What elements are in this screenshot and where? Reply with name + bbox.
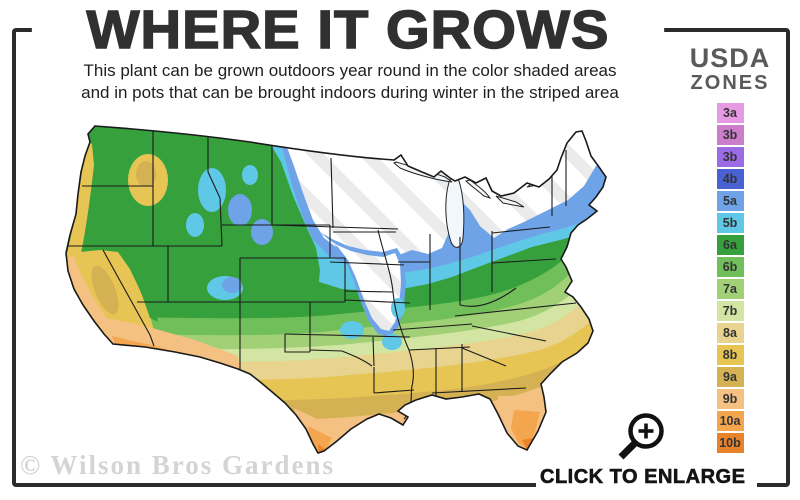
mountain-cold-patch xyxy=(251,219,273,245)
legend-zone-chip: 7a xyxy=(716,279,744,299)
legend-zone-chip: 8a xyxy=(716,323,744,343)
subtitle: This plant can be grown outdoors year ro… xyxy=(40,60,660,104)
legend-zone-chip: 6a xyxy=(716,235,744,255)
pacific-northwest-green xyxy=(66,126,320,292)
columbia-basin-patch xyxy=(136,161,156,187)
watermark: © Wilson Bros Gardens xyxy=(20,450,335,480)
rockies-striped-lobe xyxy=(326,238,401,331)
legend-zone-chip: 3b xyxy=(716,125,744,145)
northwest-coast-strip xyxy=(66,140,94,258)
mountain-cold-patch xyxy=(198,168,226,212)
legend-heading-usda: USDA xyxy=(689,43,771,73)
usda-zones-legend: USDA ZONES 3a 3b 3b 4b 5a 5b 6a 6b 7a 7b 8a 8b 9a 9b 1… xyxy=(678,44,782,455)
legend-zone-chip: 9a xyxy=(716,367,744,387)
legend-zone-chip: 6b xyxy=(716,257,744,277)
subtitle-line-2: and in pots that can be brought indoors … xyxy=(81,83,619,102)
legend-zone-chip: 5a xyxy=(716,191,744,211)
legend-zone-chip: 3b xyxy=(716,147,744,167)
legend-zone-chip: 4b xyxy=(716,169,744,189)
subtitle-line-1: This plant can be grown outdoors year ro… xyxy=(83,61,617,80)
page-title: WHERE IT GROWS xyxy=(31,0,665,61)
usda-zone-map[interactable] xyxy=(55,112,670,472)
mountain-cold-patch xyxy=(228,194,252,226)
central-valley-patch xyxy=(91,265,119,315)
legend-zone-chip: 10a xyxy=(716,411,744,431)
mountain-cold-patch xyxy=(382,334,402,350)
legend-zone-chip: 7b xyxy=(716,301,744,321)
legend-zone-chip: 8b xyxy=(716,345,744,365)
click-to-enlarge-button[interactable]: CLICK TO ENLARGE xyxy=(536,464,758,497)
mountain-cold-patch xyxy=(340,321,364,339)
wasatch-cold-patch xyxy=(222,277,242,293)
lake-huron xyxy=(465,179,492,199)
sierra-green-wedge xyxy=(118,252,158,322)
mountain-cold-patch xyxy=(186,213,204,237)
florida-tip xyxy=(522,438,533,450)
lake-erie xyxy=(495,195,525,208)
mountain-cold-patch xyxy=(391,298,405,318)
florida-orange xyxy=(511,410,540,448)
mountain-cold-patch xyxy=(242,165,258,185)
louisiana-delta-patch xyxy=(394,410,414,422)
magnifier-plus-icon[interactable] xyxy=(612,406,672,466)
legend-heading-zones: ZONES xyxy=(690,72,770,94)
legend-zone-chip: 9b xyxy=(716,389,744,409)
usda-zone-map-svg[interactable] xyxy=(55,112,670,472)
legend-zone-chips: 3a 3b 3b 4b 5a 5b 6a 6b 7a 7b 8a 8b 9a 9b 10a 10b xyxy=(716,103,744,453)
state-borders xyxy=(68,131,577,420)
legend-zone-chip: 10b xyxy=(716,433,744,453)
legend-zone-chip: 3a xyxy=(716,103,744,123)
legend-zone-chip: 5b xyxy=(716,213,744,233)
zone-band-layers xyxy=(66,126,606,453)
